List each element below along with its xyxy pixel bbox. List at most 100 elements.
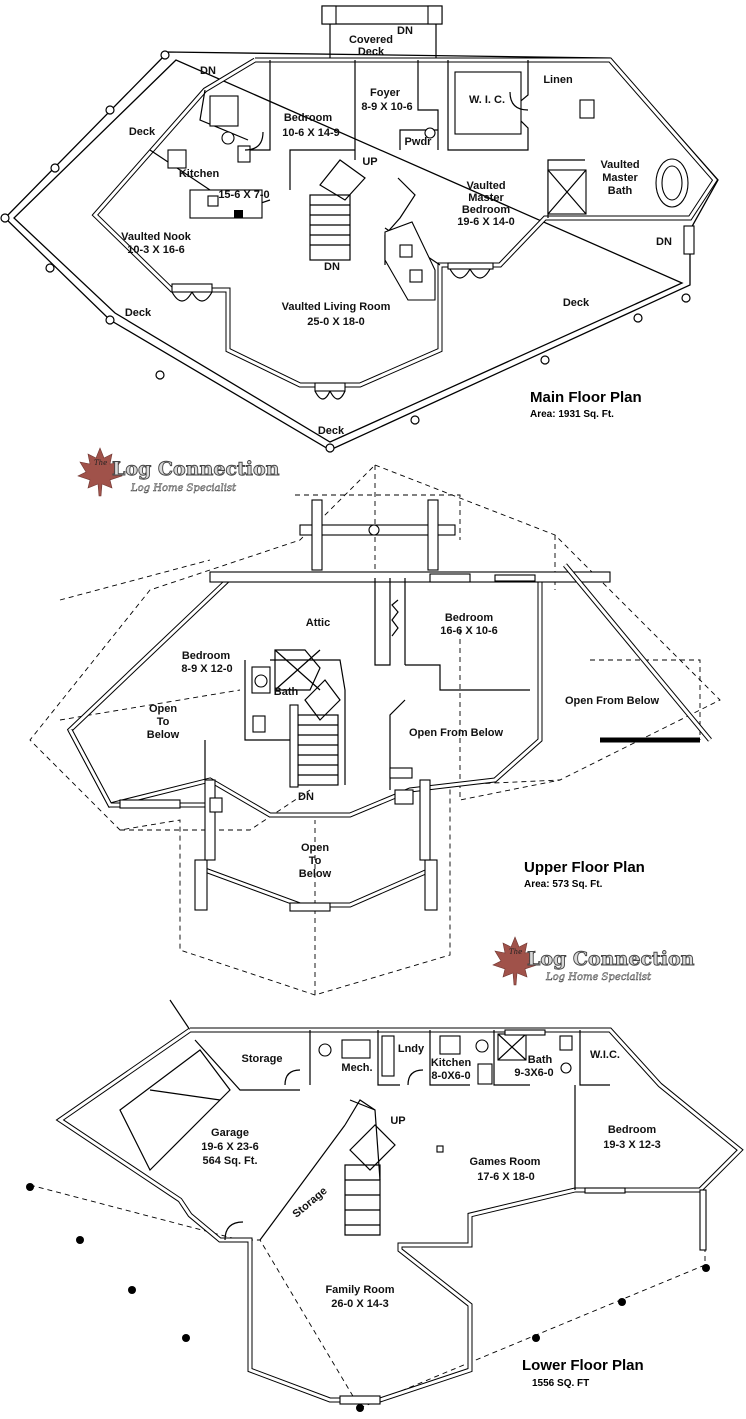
garage-size-label: 19-6 X 23-6 [201, 1141, 258, 1153]
upper-bath-label: Bath [274, 686, 299, 698]
wic-label: W. I. C. [469, 94, 505, 106]
upper-floor-plan: Attic Bedroom 16-6 X 10-6 Bedroom 8-9 X … [29, 464, 721, 996]
kitchen-size-label: 15-6 X 7-0 [218, 189, 269, 201]
vaulted-bath-label-2: Master [602, 172, 638, 184]
lower-bedroom-size: 19-3 X 12-3 [603, 1139, 660, 1151]
foyer-size-label: 8-9 X 10-6 [361, 101, 412, 113]
vaulted-master-label-3: Bedroom [462, 204, 511, 216]
covered-deck-label-1: Covered [349, 34, 393, 46]
lower-kitchen-size: 8-0X6-0 [431, 1070, 470, 1082]
upper-bedroom2-size: 16-6 X 10-6 [440, 625, 497, 637]
log-connection-logo-2: The Log Connection Log Home Specialist [492, 936, 695, 986]
vaulted-master-label-1: Vaulted [466, 180, 505, 192]
family-size-label: 26-0 X 14-3 [331, 1298, 388, 1310]
nook-size-label: 10-3 X 16-6 [127, 244, 184, 256]
log-connection-logo-1: The Log Connection Log Home Specialist [77, 447, 280, 497]
open-left-label-1: Open [149, 703, 177, 715]
upper-windows [119, 573, 536, 912]
lower-wic-label: W.I.C. [590, 1049, 620, 1061]
lower-floor-plan: Storage Mech. Lndy Kitchen 8-0X6-0 Bath … [26, 999, 744, 1412]
lower-up-label: UP [390, 1115, 405, 1127]
upper-room-labels: Attic Bedroom 16-6 X 10-6 Bedroom 8-9 X … [147, 612, 660, 880]
main-room-labels: Covered Deck DN DN Deck Bedroom 10-6 X 1… [121, 25, 672, 437]
up-label: UP [362, 156, 377, 168]
upper-bedroom2-name: Bedroom [445, 612, 494, 624]
open-left-label-3: Below [147, 729, 180, 741]
family-name-label: Family Room [325, 1284, 394, 1296]
main-floor-area: Area: 1931 Sq. Ft. [530, 409, 614, 420]
lower-bath-name: Bath [528, 1054, 553, 1066]
logo-name-text: Log Connection [527, 948, 695, 970]
lndy-label: Lndy [398, 1043, 425, 1055]
mech-label: Mech. [341, 1062, 372, 1074]
logo-tagline-text: Log Home Specialist [545, 972, 652, 983]
upper-roof-dashed-lines [29, 464, 721, 996]
open-bottom-label-3: Below [299, 868, 332, 880]
upper-fixtures [209, 666, 414, 813]
lower-windows-doors [224, 1029, 707, 1405]
garage-area-label: 564 Sq. Ft. [202, 1155, 257, 1167]
vaulted-bath-label-3: Bath [608, 185, 633, 197]
dn-right-label: DN [656, 236, 672, 248]
upper-bedroom1-size: 8-9 X 12-0 [181, 663, 232, 675]
main-floor-plan: Covered Deck DN DN Deck Bedroom 10-6 X 1… [0, 5, 719, 453]
upper-dn-label: DN [298, 791, 314, 803]
logo-the-text: The [509, 948, 522, 956]
maple-leaf-icon [492, 936, 538, 986]
upper-floor-title: Upper Floor Plan [524, 859, 645, 876]
main-fixtures [167, 71, 695, 301]
lower-fixtures [318, 1033, 573, 1153]
main-windows-doors [171, 91, 529, 400]
maple-leaf-icon [77, 447, 123, 497]
open-left-label-2: To [157, 716, 170, 728]
living-name-label: Vaulted Living Room [282, 301, 391, 313]
upper-bedroom1-name: Bedroom [182, 650, 231, 662]
deck-right-label: Deck [563, 297, 590, 309]
living-size-label: 25-0 X 18-0 [307, 316, 364, 328]
vaulted-master-label-2: Master [468, 192, 504, 204]
logo-name-text: Log Connection [112, 458, 280, 480]
foyer-name-label: Foyer [370, 87, 401, 99]
main-deck-railing-inner [13, 59, 684, 443]
lower-deck-outline [29, 1184, 706, 1409]
logo-the-text: The [94, 459, 107, 467]
covered-deck-label-2: Deck [358, 46, 385, 58]
garage-name-label: Garage [211, 1127, 249, 1139]
open-center-label: Open From Below [409, 727, 504, 739]
upper-floor-area: Area: 573 Sq. Ft. [524, 879, 603, 890]
attic-label: Attic [306, 617, 330, 629]
lower-interior-walls [119, 1030, 610, 1241]
vaulted-bath-label-1: Vaulted [600, 159, 639, 171]
deck-bottom-label: Deck [318, 425, 345, 437]
main-floor-title: Main Floor Plan [530, 389, 642, 406]
pwdr-label: Pwdr [405, 136, 433, 148]
upper-interior-walls [204, 578, 530, 790]
main-deck-posts [0, 50, 691, 453]
master-size-label: 19-6 X 14-0 [457, 216, 514, 228]
main-stair [309, 159, 366, 261]
games-name-label: Games Room [470, 1156, 541, 1168]
upper-stair [289, 704, 339, 788]
dn-top-label: DN [397, 25, 413, 37]
lower-floor-area: 1556 SQ. FT [532, 1378, 589, 1389]
lower-deck-posts [26, 1183, 710, 1412]
open-bottom-label-2: To [309, 855, 322, 867]
deck-lower-left-label: Deck [125, 307, 152, 319]
dn-stair-label: DN [324, 261, 340, 273]
open-right-label: Open From Below [565, 695, 660, 707]
linen-label: Linen [543, 74, 573, 86]
logo-tagline-text: Log Home Specialist [130, 483, 237, 494]
storage-top-label: Storage [242, 1053, 283, 1065]
covered-deck-beam [321, 5, 443, 25]
bedroom-name-label: Bedroom [284, 112, 333, 124]
lower-room-labels: Storage Mech. Lndy Kitchen 8-0X6-0 Bath … [201, 1043, 660, 1310]
lower-floor-title: Lower Floor Plan [522, 1357, 644, 1374]
nook-name-label: Vaulted Nook [121, 231, 192, 243]
kitchen-name-label: Kitchen [179, 168, 220, 180]
deck-left-label: Deck [129, 126, 156, 138]
open-bottom-label-1: Open [301, 842, 329, 854]
lower-bath-size: 9-3X6-0 [514, 1067, 553, 1079]
lower-bedroom-name: Bedroom [608, 1124, 657, 1136]
bedroom-size-label: 10-6 X 14-9 [282, 127, 339, 139]
